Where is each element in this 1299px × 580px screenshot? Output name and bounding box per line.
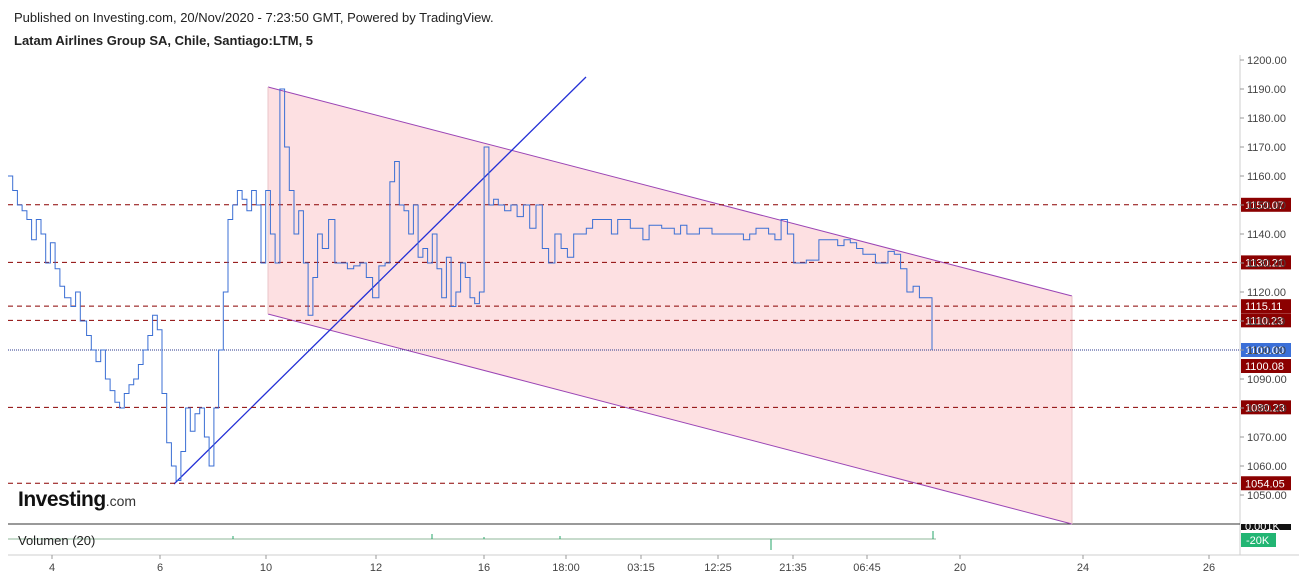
chart-title: Latam Airlines Group SA, Chile, Santiago… bbox=[14, 33, 314, 48]
x-tick-label: 12:25 bbox=[704, 562, 732, 574]
level-label-box bbox=[1241, 476, 1291, 491]
x-tick-label: 4 bbox=[49, 562, 55, 574]
level-label-box bbox=[1241, 299, 1291, 314]
y-tick-label: 1140.00 bbox=[1247, 229, 1286, 241]
y-tick-label: 1080.00 bbox=[1247, 403, 1287, 415]
x-tick-label: 6 bbox=[157, 562, 163, 574]
x-tick-label: 06:45 bbox=[853, 562, 881, 574]
y-tick-label: 1170.00 bbox=[1247, 142, 1286, 154]
level-label: 1115.11 bbox=[1245, 301, 1282, 313]
level-label: 1054.05 bbox=[1245, 478, 1285, 490]
level-label: 1130.21 bbox=[1245, 257, 1284, 269]
channel-layer bbox=[173, 76, 1073, 525]
x-tick-label: 26 bbox=[1203, 562, 1215, 574]
x-tick-label: 18:00 bbox=[552, 562, 580, 574]
y-tick-label: 1090.00 bbox=[1247, 374, 1287, 386]
level-label-box bbox=[1241, 400, 1291, 415]
y-tick-label: 1200.00 bbox=[1247, 55, 1287, 67]
volume-readout-badge bbox=[1241, 533, 1276, 547]
x-tick-label: 16 bbox=[478, 562, 490, 574]
x-tick-label: 03:15 bbox=[627, 562, 655, 574]
level-label-box bbox=[1241, 313, 1291, 328]
levels-layer: 1150.07 1130.21 1115.11 1110.23 1080.23 1054.… bbox=[8, 197, 1291, 491]
y-tick-label: 1050.00 bbox=[1247, 490, 1287, 502]
grid-layer bbox=[8, 55, 1299, 556]
last-close-label: 1100.08 bbox=[1245, 361, 1284, 373]
volume-label: Volumen (20) bbox=[18, 533, 96, 548]
y-tick-label: 1150.00 bbox=[1247, 200, 1286, 212]
y-tick-label: 1190.00 bbox=[1247, 84, 1286, 96]
published-note: Published on Investing.com, 20/Nov/2020 … bbox=[14, 10, 494, 25]
axis-layer: 1050.001060.001070.001080.001090.001100.… bbox=[49, 55, 1287, 574]
volume-readout-value: -20K bbox=[1246, 535, 1270, 547]
x-tick-label: 12 bbox=[370, 562, 382, 574]
y-tick-label: 1110.00 bbox=[1247, 316, 1285, 328]
level-label: 1150.07 bbox=[1245, 200, 1284, 212]
y-tick-label: 1130.00 bbox=[1247, 258, 1286, 270]
logo-main-text: Investing bbox=[18, 488, 106, 511]
x-tick-label: 10 bbox=[260, 562, 272, 574]
y-tick-label: 1120.00 bbox=[1247, 287, 1286, 299]
channel-fill bbox=[268, 87, 1072, 524]
y-tick-label: 1160.00 bbox=[1247, 171, 1286, 183]
price-line bbox=[8, 88, 933, 481]
current-price-box bbox=[1241, 343, 1291, 357]
x-tick-label: 21:35 bbox=[779, 562, 807, 574]
current-price-label: 1100.00 bbox=[1245, 345, 1284, 357]
level-label-box bbox=[1241, 197, 1291, 212]
level-label: 1110.23 bbox=[1245, 315, 1283, 327]
channel-upper-line bbox=[267, 86, 1073, 297]
y-tick-label: 1060.00 bbox=[1247, 461, 1287, 473]
trend-line bbox=[173, 76, 587, 485]
investing-logo: Investing.com bbox=[18, 488, 136, 512]
volume-readout-box bbox=[1241, 524, 1291, 530]
level-label: 1080.23 bbox=[1245, 402, 1285, 414]
y-tick-label: 1100.00 bbox=[1247, 345, 1286, 357]
volume-layer: 0.001K -20K bbox=[8, 521, 1291, 550]
x-tick-label: 20 bbox=[954, 562, 966, 574]
channel-lower-line bbox=[267, 313, 1073, 525]
volume-readout-top: 0.001K bbox=[1245, 521, 1281, 533]
level-label-box bbox=[1241, 255, 1291, 270]
logo-suffix-text: .com bbox=[105, 493, 137, 509]
last-close-box bbox=[1241, 359, 1291, 373]
x-tick-label: 24 bbox=[1077, 562, 1089, 574]
y-tick-label: 1070.00 bbox=[1247, 432, 1287, 444]
series-layer bbox=[8, 88, 933, 481]
y-tick-label: 1180.00 bbox=[1247, 113, 1286, 125]
